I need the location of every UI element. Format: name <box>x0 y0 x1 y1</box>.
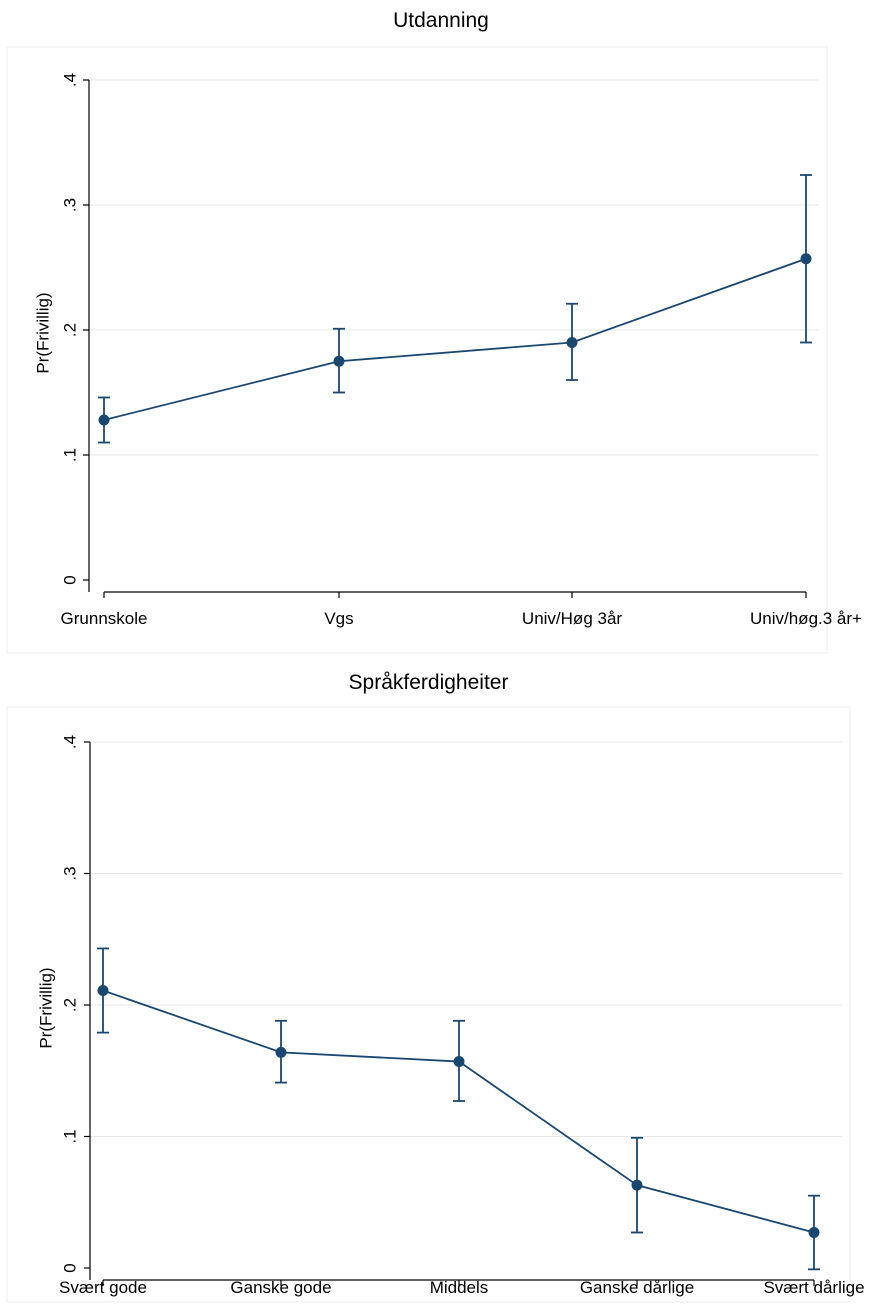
x-tick-label: Svært gode <box>59 1278 147 1297</box>
y-tick-label: .3 <box>60 198 79 212</box>
y-tick-label: .1 <box>60 448 79 462</box>
x-tick-label: Univ/Høg 3år <box>522 609 622 628</box>
data-point <box>333 355 345 367</box>
x-tick-label: Vgs <box>324 609 353 628</box>
chart-panel-1: Utdanning 0 .1 .2 .3 .4 Pr(Frivillig) Grunnskol… <box>6 9 862 654</box>
x-tick-label: Ganske gode <box>230 1278 331 1297</box>
y-axis-label: Pr(Frivillig) <box>33 292 52 373</box>
y-tick-label: 0 <box>60 1263 79 1272</box>
y-tick-label: .1 <box>60 1129 79 1143</box>
chart-title: Utdanning <box>393 9 489 32</box>
x-tick-label: Svært dårlige <box>763 1278 864 1297</box>
data-point <box>97 985 109 997</box>
data-point <box>453 1056 465 1068</box>
y-axis-label: Pr(Frivillig) <box>36 967 55 1048</box>
data-point <box>800 253 812 265</box>
y-tick-label: .4 <box>60 735 79 749</box>
chart-title: Språkferdigheiter <box>349 671 509 694</box>
y-tick-label: .3 <box>60 866 79 880</box>
y-tick-label: .4 <box>60 73 79 87</box>
plot-background <box>6 46 828 654</box>
chart-panel-2: Språkferdigheiter 0 .1 .2 .3 .4 Pr(Frivillig) S… <box>6 671 865 1303</box>
series-line <box>103 257 807 421</box>
y-tick-label: .2 <box>60 998 79 1012</box>
x-tick-label: Middels <box>430 1278 489 1297</box>
x-tick-label: Univ/høg.3 år+ <box>750 609 862 628</box>
data-point <box>566 337 578 348</box>
x-tick-label: Ganske dårlige <box>580 1278 694 1297</box>
data-point <box>631 1179 643 1191</box>
y-tick-label: .2 <box>60 323 79 337</box>
data-point <box>98 414 110 426</box>
y-tick-label: 0 <box>60 575 79 584</box>
x-tick-label: Grunnskole <box>61 609 148 628</box>
data-point <box>808 1226 820 1238</box>
data-point <box>275 1046 287 1058</box>
